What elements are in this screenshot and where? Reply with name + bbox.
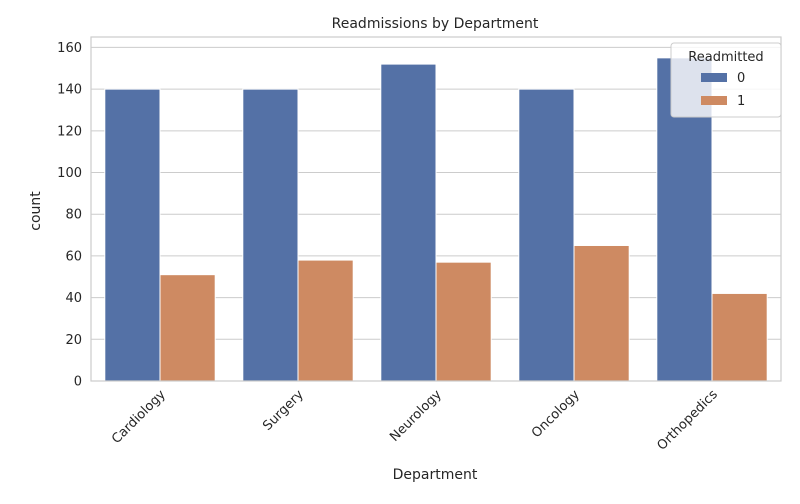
plot-frame [90,36,782,382]
x-tick-label: Cardiology [109,387,169,447]
x-tick-labels: Cardiology Surgery Neurology Oncology Orthop… [109,387,721,454]
legend-swatch-0 [701,73,727,82]
x-axis-label: Department [393,467,478,483]
bar-neurology-readmitted-1 [435,261,492,382]
y-tick-label: 140 [57,83,82,98]
legend-label-1: 1 [737,94,745,109]
y-axis-label: count [28,191,44,231]
bar-cardiology-readmitted-1 [159,274,216,382]
bar-orthopedics-readmitted-1 [711,292,768,382]
legend-title: Readmitted [688,50,763,65]
y-tick-label: 120 [57,124,82,139]
y-tick-label: 80 [65,208,82,223]
legend: Readmitted 0 1 [670,42,782,118]
bars [104,57,768,382]
y-tick-labels: 0 20 40 60 80 100 120 140 160 [57,41,82,390]
bar-neurology-readmitted-0 [380,63,437,382]
chart-title: Readmissions by Department [332,16,539,32]
y-tick-label: 60 [65,249,82,264]
y-tick-label: 160 [57,41,82,56]
legend-swatch-1 [701,96,727,105]
y-tick-label: 40 [65,291,82,306]
y-tick-label: 0 [74,375,82,390]
x-tick-label: Orthopedics [654,387,721,454]
bar-surgery-readmitted-1 [297,259,354,382]
x-tick-label: Neurology [387,387,445,445]
y-tick-label: 100 [57,166,82,181]
bar-cardiology-readmitted-0 [104,88,161,382]
x-tick-label: Surgery [260,387,307,434]
y-tick-label: 20 [65,333,82,348]
bar-oncology-readmitted-1 [573,244,630,382]
bar-surgery-readmitted-0 [242,88,299,382]
legend-label-0: 0 [737,71,745,86]
bar-oncology-readmitted-0 [518,88,575,382]
x-tick-label: Oncology [529,387,583,441]
